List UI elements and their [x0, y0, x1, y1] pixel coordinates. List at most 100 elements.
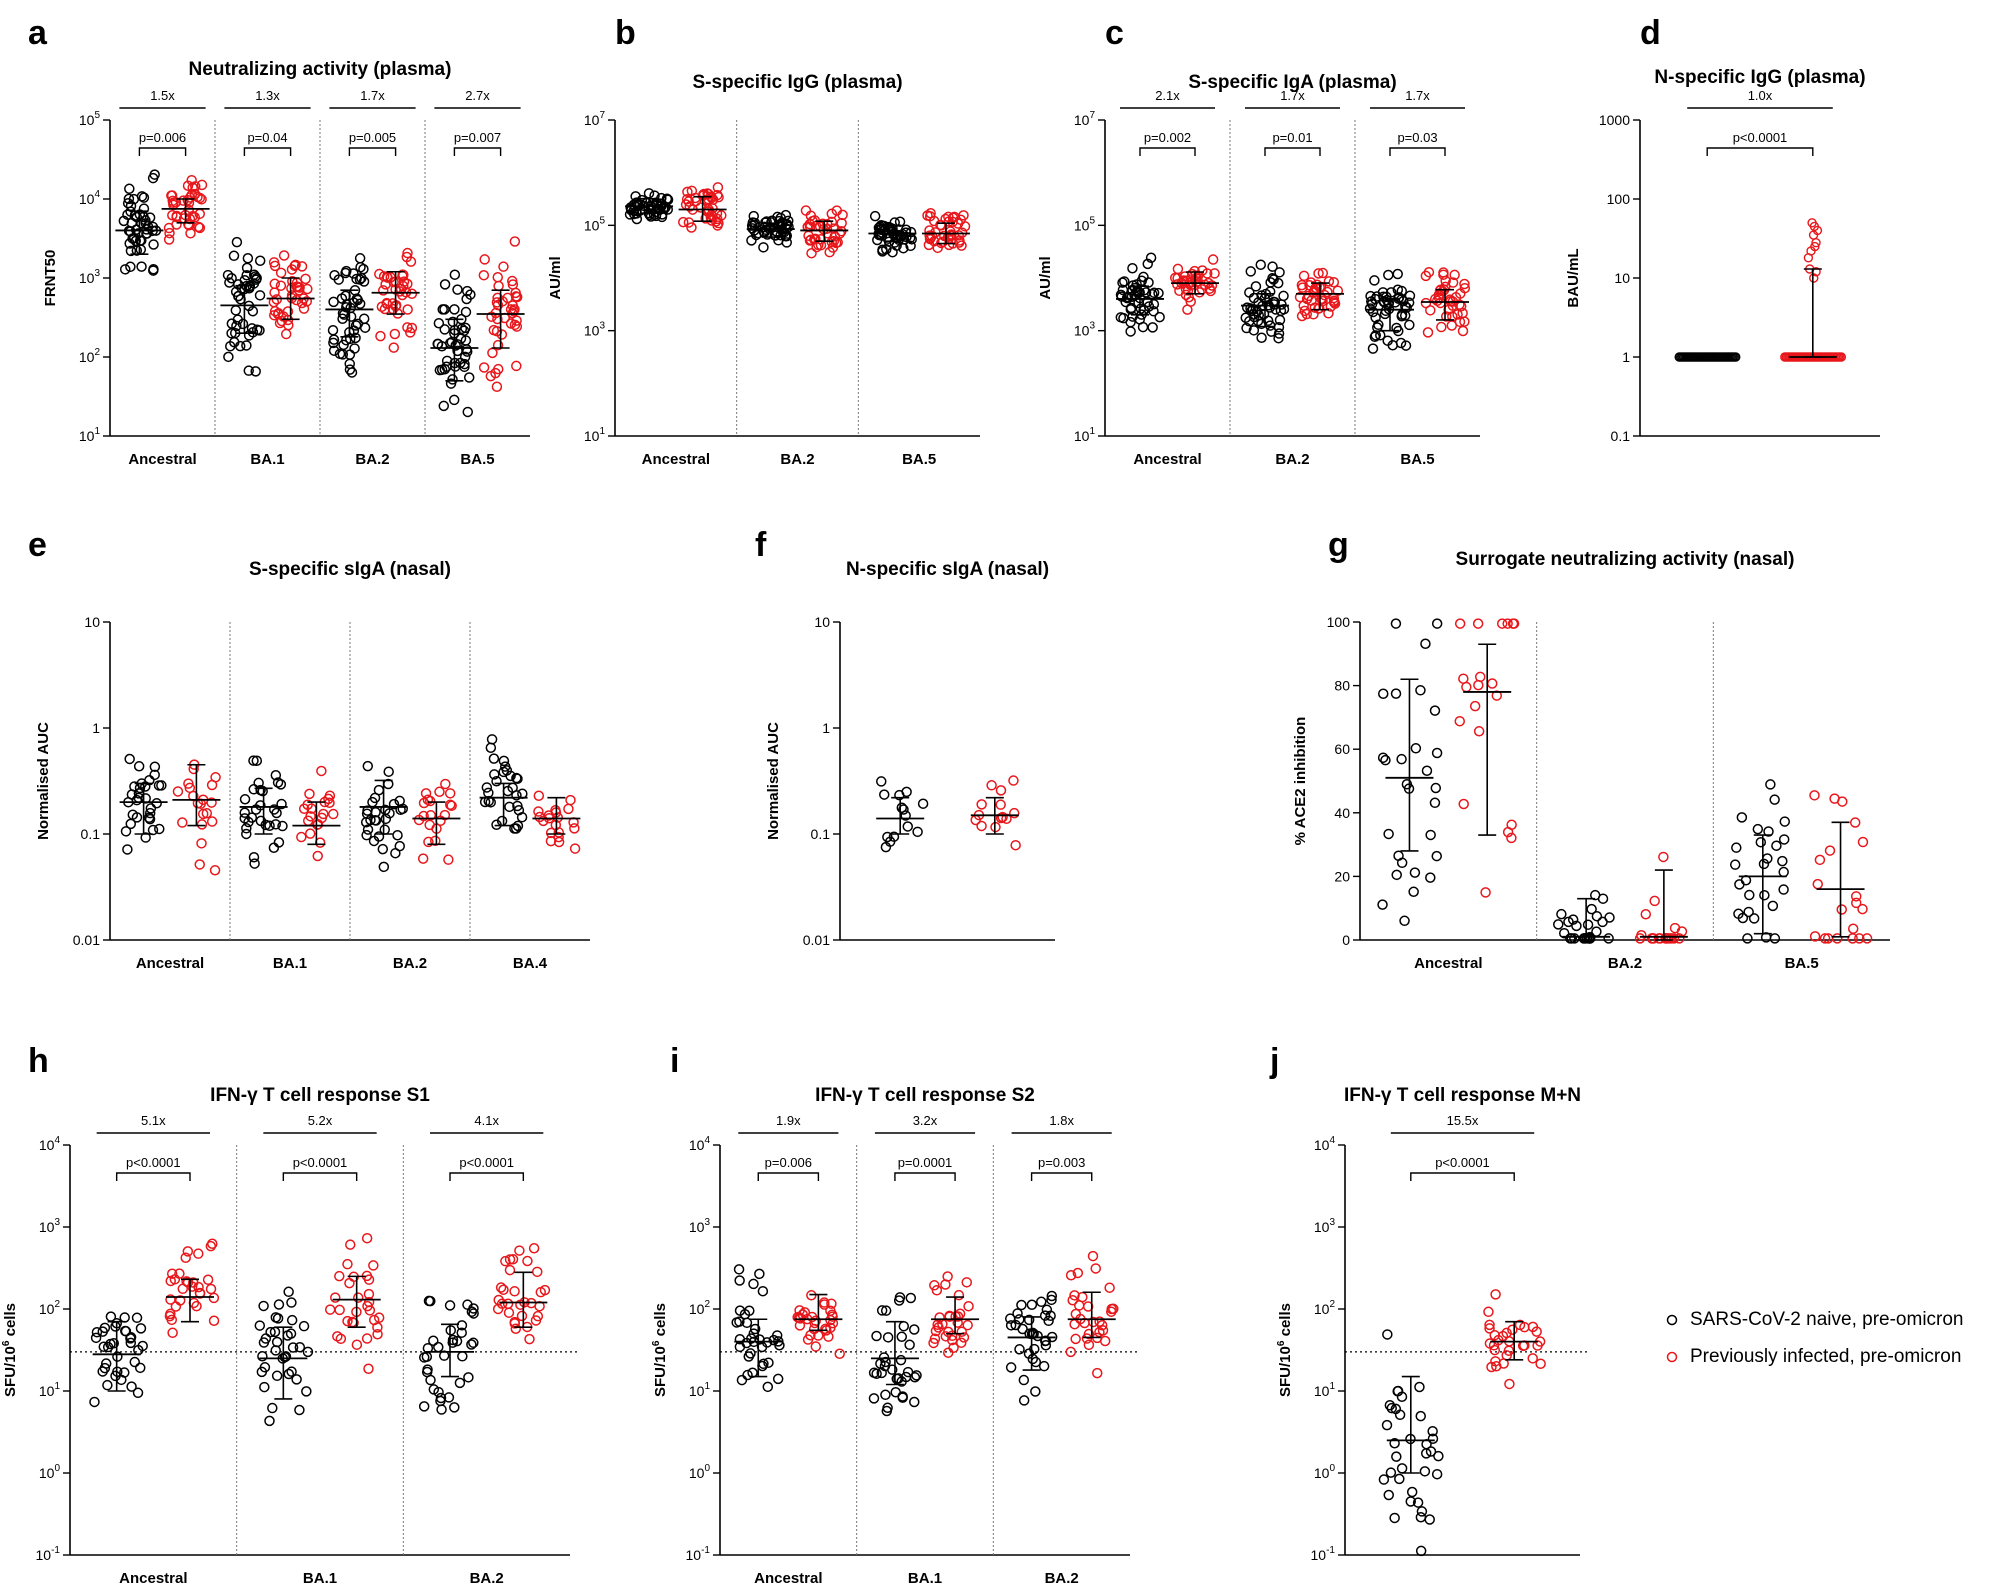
panel-letter: b — [615, 14, 636, 52]
y-tick-exponent: 4 — [704, 1135, 710, 1146]
data-point — [953, 230, 964, 241]
data-point — [1502, 618, 1513, 629]
y-tick-label: 0.01 — [73, 932, 100, 948]
data-point — [1296, 279, 1308, 291]
y-tick-mantissa: 10 — [1314, 1137, 1330, 1153]
data-point — [172, 786, 184, 797]
y-axis-label: % ACE2 inhibition — [1292, 717, 1309, 846]
data-point — [681, 193, 693, 205]
data-point — [151, 798, 162, 809]
data-point — [1127, 262, 1138, 274]
data-point — [149, 769, 160, 781]
data-point — [1038, 1360, 1050, 1372]
data-point — [361, 829, 372, 841]
data-point — [344, 1277, 355, 1289]
data-point — [1664, 933, 1675, 944]
data-point — [1082, 1301, 1094, 1312]
data-point — [962, 1319, 973, 1331]
y-tick-exponent: 3 — [704, 1217, 710, 1228]
p-value-label: p=0.005 — [349, 130, 396, 145]
y-tick-label: 101 — [1314, 1381, 1336, 1399]
data-point — [929, 1333, 941, 1345]
data-point — [372, 1329, 383, 1340]
data-point — [439, 324, 450, 335]
data-point — [1115, 312, 1127, 323]
data-point — [302, 1346, 314, 1358]
data-point — [1582, 919, 1594, 930]
panel-b: bS-specific IgG (plasma)101103105107AU/m… — [547, 14, 980, 468]
panel-title: N-specific IgG (plasma) — [1654, 67, 1865, 88]
fold-label: 1.0x — [1748, 88, 1773, 103]
data-point — [259, 1381, 270, 1393]
y-tick-exponent: 3 — [599, 321, 605, 332]
data-point — [976, 820, 987, 832]
data-point — [1016, 1299, 1027, 1311]
data-point — [1252, 315, 1264, 327]
data-point — [498, 261, 509, 272]
data-point — [208, 1292, 220, 1304]
y-tick-exponent: 4 — [54, 1135, 60, 1146]
data-point — [1661, 933, 1672, 944]
data-point — [286, 1297, 297, 1308]
y-label-part: SFU/10 — [2, 1346, 19, 1397]
p-value-label: p=0.007 — [454, 130, 501, 145]
data-point — [1755, 836, 1767, 848]
data-point — [167, 195, 178, 207]
data-point — [706, 209, 717, 221]
data-point — [1496, 618, 1508, 629]
data-point — [995, 785, 1007, 796]
p-bracket — [243, 147, 292, 156]
x-tick-label: BA.2 — [1275, 451, 1309, 468]
data-point — [294, 1342, 306, 1353]
data-point — [418, 797, 430, 809]
data-point — [510, 1323, 522, 1335]
data-point — [897, 1392, 908, 1403]
data-point — [569, 843, 581, 854]
y-tick-label: 10 — [1614, 270, 1630, 286]
data-point — [511, 790, 522, 801]
data-point — [1377, 899, 1388, 910]
data-point — [301, 296, 313, 307]
data-point — [677, 216, 689, 228]
data-point — [1253, 309, 1265, 321]
p-bracket — [894, 1172, 956, 1181]
y-tick-label: 102 — [79, 347, 101, 365]
data-point — [488, 753, 500, 764]
data-point — [1148, 287, 1160, 299]
data-point — [736, 1374, 748, 1386]
data-point — [700, 213, 711, 224]
data-point — [256, 1366, 268, 1378]
data-point — [1017, 1323, 1028, 1335]
data-point — [444, 1300, 456, 1311]
data-point — [1472, 618, 1484, 629]
data-point — [125, 1337, 137, 1349]
data-point — [1267, 261, 1278, 272]
y-tick-exponent: 1 — [94, 426, 100, 437]
data-point — [1386, 1402, 1397, 1414]
y-tick-exponent: 2 — [1329, 1299, 1335, 1310]
data-point — [206, 816, 218, 827]
y-tick-label: 1000 — [1599, 112, 1630, 128]
y-tick-label: 101 — [584, 426, 606, 444]
data-point — [1849, 817, 1861, 828]
data-point — [492, 299, 504, 311]
data-point — [1527, 1353, 1538, 1364]
data-point — [1377, 752, 1389, 763]
y-tick-label: 0.1 — [811, 826, 831, 842]
fold-label: 1.7x — [1405, 88, 1430, 103]
data-point — [1824, 845, 1836, 856]
data-point — [762, 1381, 774, 1393]
data-point — [223, 351, 234, 363]
fold-label: 1.8x — [1049, 1113, 1074, 1128]
p-bracket — [282, 1172, 358, 1181]
data-point — [383, 766, 394, 777]
data-point — [254, 1320, 266, 1331]
data-point — [182, 180, 194, 192]
data-point — [757, 1285, 769, 1297]
data-point — [713, 217, 724, 229]
y-axis-label: Normalised AUC — [35, 722, 52, 840]
data-point — [177, 817, 188, 828]
data-point — [1005, 1362, 1017, 1373]
data-point — [169, 1274, 181, 1285]
